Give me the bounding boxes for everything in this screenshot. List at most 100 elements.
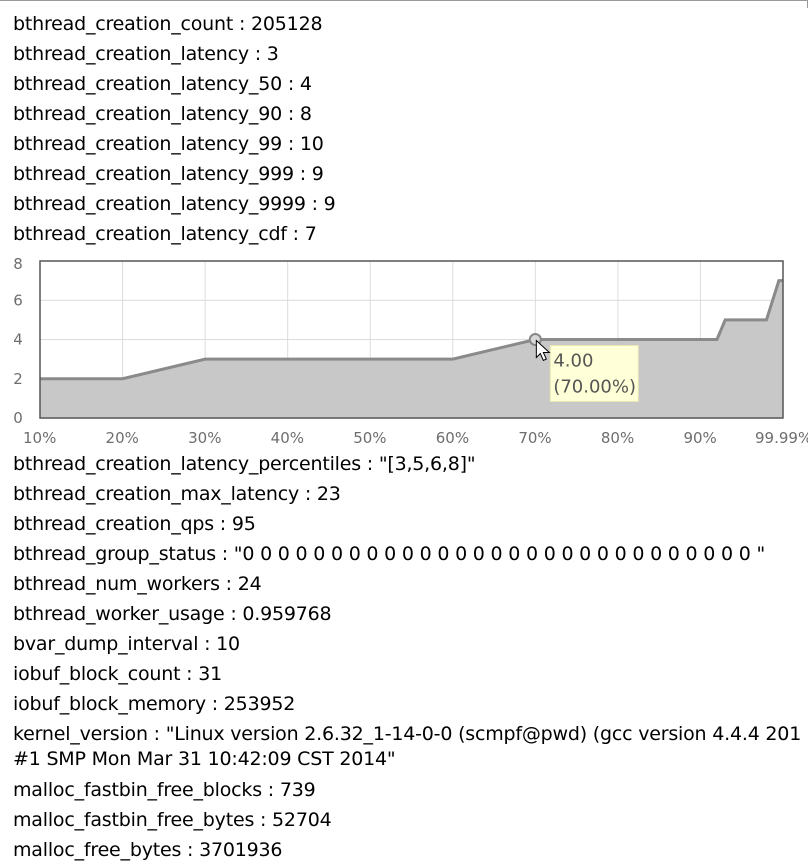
var-name: bthread_creation_latency_percentiles xyxy=(13,453,361,475)
var-value: 31 xyxy=(198,663,222,685)
var-name: bthread_creation_latency xyxy=(13,43,249,65)
var-separator: : xyxy=(281,133,300,155)
var-row-bthread-creation-max-latency: bthread_creation_max_latency : 23 xyxy=(13,482,341,507)
tooltip-percent: (70.00%) xyxy=(553,377,636,398)
var-row-bthread-creation-qps: bthread_creation_qps : 95 xyxy=(13,512,256,537)
var-name: bthread_num_workers xyxy=(13,573,220,595)
var-name: bthread_creation_latency_9999 xyxy=(13,193,306,215)
var-name: malloc_fastbin_free_blocks xyxy=(13,779,262,801)
var-value: 3 xyxy=(266,43,279,65)
var-value: 3701936 xyxy=(199,839,283,861)
var-value: 4 xyxy=(299,73,312,95)
var-separator: : xyxy=(305,193,324,215)
x-tick-label: 10% xyxy=(23,429,56,447)
y-tick-label: 0 xyxy=(13,409,23,427)
x-tick-label: 40% xyxy=(271,429,304,447)
x-tick-label: 50% xyxy=(353,429,386,447)
var-separator: : xyxy=(180,663,199,685)
var-value: "Linux version 2.6.32_1-14-0-0 (scmpf@pw… xyxy=(165,723,802,745)
var-row-bthread-creation-latency-99: bthread_creation_latency_99 : 10 xyxy=(13,132,324,157)
var-separator: : xyxy=(286,223,305,245)
y-tick-label: 4 xyxy=(13,331,23,349)
var-separator: : xyxy=(299,483,317,505)
var-row-bvar-dump-interval: bvar_dump_interval : 10 xyxy=(13,632,240,657)
var-row-iobuf-block-memory: iobuf_block_memory : 253952 xyxy=(13,692,295,717)
var-row-malloc-free-bytes: malloc_free_bytes : 3701936 xyxy=(13,838,282,863)
x-tick-label: 90% xyxy=(683,429,716,447)
var-name: bthread_creation_max_latency xyxy=(13,483,299,505)
plot-frame xyxy=(39,260,784,419)
var-name: bthread_creation_count xyxy=(13,13,234,35)
var-separator: : xyxy=(224,603,243,625)
var-value-continued: #1 SMP Mon Mar 31 10:42:09 CST 2014" xyxy=(13,748,396,770)
chart-area-layer xyxy=(40,279,783,418)
var-separator: : xyxy=(293,163,312,185)
x-tick-label: 80% xyxy=(601,429,634,447)
var-row-bthread-creation-latency-9999: bthread_creation_latency_9999 : 9 xyxy=(13,192,336,217)
x-tick-label: 60% xyxy=(436,429,469,447)
var-name: iobuf_block_count xyxy=(13,663,181,685)
var-name: bthread_creation_latency_cdf xyxy=(13,223,287,245)
var-value: 205128 xyxy=(251,13,323,35)
var-row-bthread-group-status: bthread_group_status : "0 0 0 0 0 0 0 0 … xyxy=(13,542,765,567)
var-value: 8 xyxy=(299,103,312,125)
var-value: 10 xyxy=(299,133,324,155)
var-value: 95 xyxy=(231,513,256,535)
var-separator: : xyxy=(281,103,300,125)
var-name: malloc_free_bytes xyxy=(13,839,182,861)
var-separator: : xyxy=(360,453,379,475)
var-value: 0.959768 xyxy=(242,603,332,625)
var-row-bthread-creation-latency-50: bthread_creation_latency_50 : 4 xyxy=(13,72,312,97)
var-value: 739 xyxy=(279,779,316,801)
var-name: bthread_worker_usage xyxy=(13,603,225,625)
var-name: bthread_group_status xyxy=(13,543,216,565)
x-tick-label: 20% xyxy=(106,429,139,447)
var-value: 23 xyxy=(316,483,341,505)
var-value: 52704 xyxy=(272,809,332,831)
var-separator: : xyxy=(233,13,252,35)
var-row-bthread-creation-latency-999: bthread_creation_latency_999 : 9 xyxy=(13,162,324,187)
y-tick-label: 2 xyxy=(13,370,23,388)
var-row-bthread-creation-latency: bthread_creation_latency : 3 xyxy=(13,42,279,67)
var-name: bvar_dump_interval xyxy=(13,633,199,655)
var-separator: : xyxy=(261,779,280,801)
var-separator: : xyxy=(281,73,300,95)
var-name: bthread_creation_latency_90 xyxy=(13,103,282,125)
chart-tooltip: 4.00 (70.00%) xyxy=(528,333,639,402)
var-row-bthread-creation-latency-cdf: bthread_creation_latency_cdf : 7 xyxy=(13,222,317,247)
x-axis-ticks: 10% 20% 30% 40% 50% 60% 70% 80% 90% 99.99% xyxy=(23,429,808,447)
var-separator: : xyxy=(219,573,238,595)
var-value: 10 xyxy=(216,633,240,655)
var-row-malloc-fastbin-free-blocks: malloc_fastbin_free_blocks : 739 xyxy=(13,778,316,803)
var-name: bthread_creation_qps xyxy=(13,513,214,535)
var-separator: : xyxy=(181,839,200,861)
var-name: malloc_fastbin_free_bytes xyxy=(13,809,255,831)
var-separator: : xyxy=(248,43,267,65)
var-row-bthread-creation-latency-percentiles: bthread_creation_latency_percentiles : "… xyxy=(13,452,476,477)
tooltip-box xyxy=(549,345,639,402)
var-separator: : xyxy=(254,809,273,831)
var-name: iobuf_block_memory xyxy=(13,693,206,715)
var-separator: : xyxy=(205,693,224,715)
x-tick-label: 70% xyxy=(518,429,551,447)
mouse-cursor-icon xyxy=(535,339,551,362)
var-separator: : xyxy=(213,513,232,535)
var-name: kernel_version xyxy=(13,723,148,745)
var-value: 9 xyxy=(323,193,336,215)
y-axis-ticks: 0 2 4 6 8 xyxy=(13,255,23,427)
var-separator: : xyxy=(215,543,234,565)
var-row-bthread-num-workers: bthread_num_workers : 24 xyxy=(13,572,262,597)
var-row-malloc-fastbin-free-bytes: malloc_fastbin_free_bytes : 52704 xyxy=(13,808,332,833)
var-value: 9 xyxy=(311,163,324,185)
var-row-bthread-creation-count: bthread_creation_count : 205128 xyxy=(13,12,323,37)
tooltip-value: 4.00 xyxy=(553,351,593,372)
var-row-iobuf-block-count: iobuf_block_count : 31 xyxy=(13,662,222,687)
x-tick-label: 99.99% xyxy=(755,429,808,447)
y-tick-label: 8 xyxy=(13,255,23,273)
var-row-kernel-version: kernel_version : "Linux version 2.6.32_1… xyxy=(13,722,801,772)
y-tick-label: 6 xyxy=(13,291,23,309)
var-value: 7 xyxy=(304,223,317,245)
var-name: bthread_creation_latency_999 xyxy=(13,163,294,185)
x-tick-label: 30% xyxy=(188,429,221,447)
